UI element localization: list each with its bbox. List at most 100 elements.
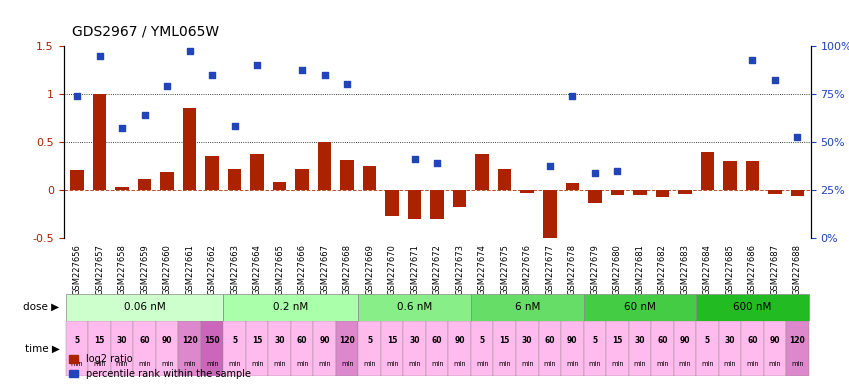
Text: 15: 15 (252, 336, 262, 344)
Bar (403, 321, 426, 376)
Bar (673, 321, 696, 376)
Bar (111, 321, 133, 376)
Text: 120: 120 (790, 336, 805, 344)
Point (93, 53, 106, 59)
Text: 6 nM: 6 nM (514, 302, 540, 312)
Bar (183, 109, 196, 190)
Text: 60 nM: 60 nM (624, 302, 655, 312)
Bar (160, 172, 174, 190)
Text: min: min (723, 361, 736, 367)
Text: min: min (701, 361, 714, 367)
Bar (565, 184, 579, 190)
Text: min: min (656, 361, 668, 367)
Bar (768, 190, 782, 194)
Text: 15: 15 (94, 336, 105, 344)
Point (115, 124, 129, 131)
Text: min: min (408, 361, 421, 367)
Point (408, 156, 421, 162)
Bar (430, 190, 444, 219)
Text: 60: 60 (139, 336, 150, 344)
Text: min: min (566, 361, 578, 367)
Bar (633, 190, 647, 195)
Bar (66, 294, 223, 321)
Bar (295, 169, 309, 190)
Text: 60: 60 (432, 336, 442, 344)
Text: 15: 15 (499, 336, 510, 344)
Point (295, 67, 309, 73)
Bar (223, 294, 358, 321)
Bar (318, 142, 331, 190)
Text: 5: 5 (75, 336, 80, 344)
Text: 90: 90 (567, 336, 577, 344)
Bar (363, 166, 376, 190)
Text: min: min (476, 361, 488, 367)
Text: 0.2 nM: 0.2 nM (273, 302, 308, 312)
Text: 30: 30 (634, 336, 645, 344)
Text: min: min (498, 361, 511, 367)
Point (250, 62, 264, 68)
Bar (610, 190, 624, 195)
Point (205, 72, 219, 78)
Text: min: min (296, 361, 308, 367)
Bar (138, 179, 151, 190)
Text: min: min (228, 361, 241, 367)
Text: min: min (70, 361, 83, 367)
Bar (520, 190, 534, 193)
Bar (678, 190, 692, 194)
Bar (493, 321, 516, 376)
Text: 30: 30 (409, 336, 420, 344)
Text: min: min (678, 361, 691, 367)
Bar (475, 154, 489, 190)
Bar (583, 294, 696, 321)
Text: min: min (115, 361, 128, 367)
Bar (93, 94, 106, 190)
Text: 5: 5 (705, 336, 710, 344)
Text: 5: 5 (593, 336, 598, 344)
Bar (223, 321, 246, 376)
Point (318, 72, 331, 78)
Bar (745, 161, 759, 190)
Legend: log2 ratio, percentile rank within the sample: log2 ratio, percentile rank within the s… (69, 354, 251, 379)
Point (768, 77, 782, 83)
Bar (268, 321, 291, 376)
Text: min: min (431, 361, 443, 367)
Bar (606, 321, 628, 376)
Text: 90: 90 (319, 336, 330, 344)
Point (70, 93, 84, 99)
Bar (115, 187, 129, 190)
Text: GDS2967 / YML065W: GDS2967 / YML065W (72, 25, 219, 38)
Bar (448, 321, 471, 376)
Text: min: min (611, 361, 623, 367)
Point (160, 83, 174, 89)
Bar (700, 152, 714, 190)
Text: min: min (791, 361, 804, 367)
Bar (453, 190, 466, 207)
Bar (583, 321, 606, 376)
Bar (66, 321, 88, 376)
Point (183, 48, 196, 54)
Bar (408, 190, 421, 219)
Text: min: min (633, 361, 646, 367)
Bar (516, 321, 538, 376)
Bar (313, 321, 336, 376)
Point (790, 134, 804, 140)
Bar (543, 190, 556, 238)
Bar (291, 321, 313, 376)
Text: 15: 15 (387, 336, 397, 344)
Point (543, 163, 557, 169)
Text: min: min (183, 361, 196, 367)
Bar (133, 321, 156, 376)
Bar (340, 161, 354, 190)
Text: 15: 15 (612, 336, 622, 344)
Text: 5: 5 (367, 336, 373, 344)
Text: min: min (768, 361, 781, 367)
Bar (655, 190, 669, 197)
Text: time ▶: time ▶ (25, 343, 59, 354)
Text: min: min (206, 361, 218, 367)
Text: 120: 120 (340, 336, 355, 344)
Bar (471, 321, 493, 376)
Bar (498, 169, 511, 190)
Bar (273, 182, 286, 190)
Text: min: min (363, 361, 376, 367)
Text: 5: 5 (480, 336, 485, 344)
